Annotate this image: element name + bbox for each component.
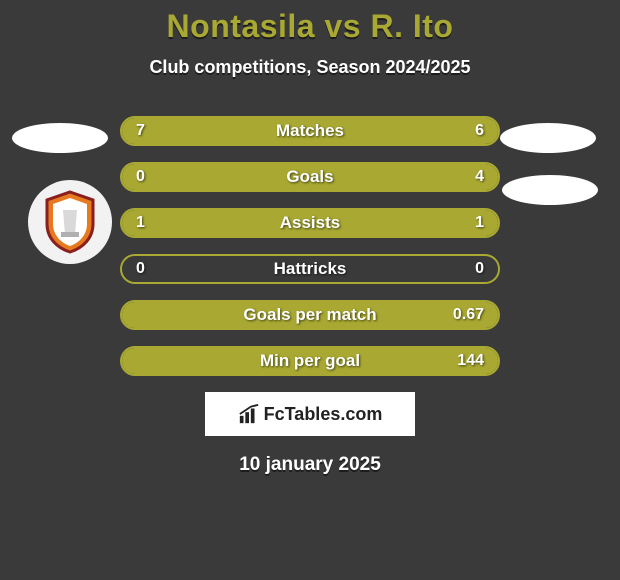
stat-label: Matches [122, 118, 498, 144]
stat-row: 1Assists1 [120, 208, 500, 238]
player-right-avatar-placeholder-1 [500, 123, 596, 153]
club-badge-left [28, 180, 112, 264]
stat-row: 7Matches6 [120, 116, 500, 146]
stat-label: Goals per match [122, 302, 498, 328]
stat-value-right: 1 [475, 210, 484, 236]
stat-label: Assists [122, 210, 498, 236]
shield-icon [41, 190, 99, 254]
player-left-avatar-placeholder [12, 123, 108, 153]
date-label: 10 january 2025 [0, 454, 620, 476]
stat-value-right: 6 [475, 118, 484, 144]
stat-value-right: 0 [475, 256, 484, 282]
stat-label: Goals [122, 164, 498, 190]
stat-row: 0Goals4 [120, 162, 500, 192]
stat-value-right: 4 [475, 164, 484, 190]
subtitle: Club competitions, Season 2024/2025 [0, 57, 620, 78]
stat-value-right: 144 [457, 348, 484, 374]
chart-icon [238, 403, 260, 425]
stat-row: 0Hattricks0 [120, 254, 500, 284]
player-right-avatar-placeholder-2 [502, 175, 598, 205]
page-title: Nontasila vs R. Ito [0, 8, 620, 45]
stat-row: Min per goal144 [120, 346, 500, 376]
stats-comparison: 7Matches60Goals41Assists10Hattricks0Goal… [120, 116, 500, 376]
stat-value-right: 0.67 [453, 302, 484, 328]
stat-row: Goals per match0.67 [120, 300, 500, 330]
branding-text: FcTables.com [264, 404, 383, 425]
branding-banner: FcTables.com [205, 392, 415, 436]
stat-label: Hattricks [122, 256, 498, 282]
stat-label: Min per goal [122, 348, 498, 374]
